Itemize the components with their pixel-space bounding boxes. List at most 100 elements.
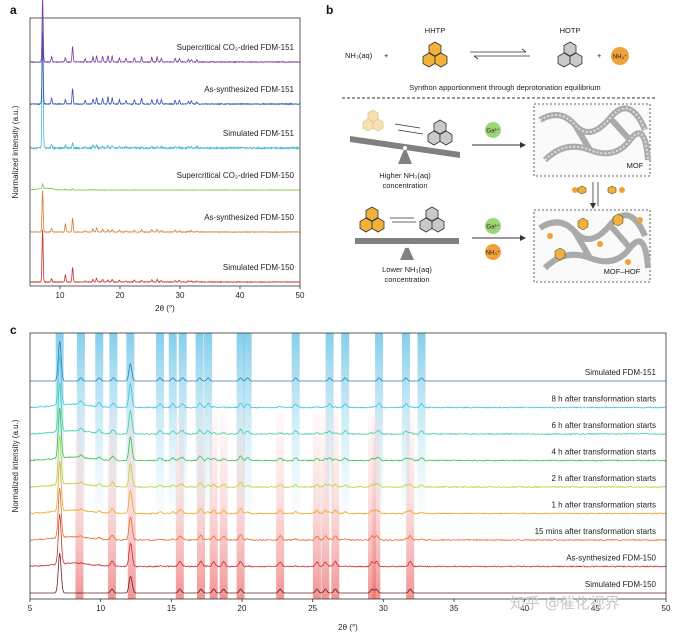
panel-b-scheme: NH₃(aq) + HHTP HOTP + NH₄⁺ Synthon appor… (342, 26, 655, 284)
lower-label-line2: concentration (384, 275, 429, 284)
panel-c-fdm150-peak-band (321, 399, 330, 599)
panel-c-xtick-label: 45 (591, 604, 600, 613)
panel-c-fdm150-peak-band (312, 399, 321, 599)
panel-c-xlabel: 2θ (°) (338, 623, 358, 632)
panel-c-series-4-h-after-transformation-starts (29, 407, 667, 462)
panel-a-series-label-supercritical-co-dried-fdm-151: Supercritical CO₂-dried FDM-151 (177, 43, 295, 52)
panel-c-xtick-label: 25 (308, 604, 317, 613)
panel-b-letter: b (326, 3, 333, 17)
mof-hof-interconversion (572, 182, 625, 209)
hotp-molecule (557, 41, 583, 68)
equilibrium-arrow (470, 48, 530, 60)
panel-c-xtick-label: 20 (238, 604, 247, 613)
panel-a-series-as-synthesized-fdm-150 (29, 190, 301, 234)
panel-a-series-as-synthesized-fdm-151 (29, 32, 301, 106)
hhtp-label: HHTP (425, 26, 445, 35)
panel-c-fdm151-peak-band (95, 333, 104, 533)
panel-c-chart: Simulated FDM-150 As-synthesized FDM-150 1… (11, 332, 671, 632)
panel-c-fdm150-peak-band (406, 399, 415, 599)
panel-a-xtick-label: 10 (56, 291, 65, 300)
panel-c-fdm151-peak-band (417, 333, 426, 533)
panel-c-fdm150-peak-band (107, 399, 116, 599)
panel-c-series-label-6-h-after-transformation-starts: 6 h after transformation starts (552, 421, 657, 430)
panel-c-fdm151-peak-band (243, 333, 252, 533)
nh3-reactant: NH₃(aq) (345, 51, 373, 60)
nh4-label: NH₄⁺ (613, 54, 627, 61)
panel-c-series-15-mins-after-transformation-starts (29, 487, 667, 542)
panel-a-series-simulated-fdm-150 (29, 229, 301, 284)
panel-a-series-supercritical-co-dried-fdm-150 (29, 182, 301, 191)
panel-c-fdm150-peak-band (331, 399, 340, 599)
panel-c-fdm151-peak-band (341, 333, 350, 533)
panel-c-fdm151-peak-band (291, 333, 300, 533)
nh4-label-bottom: NH₄⁺ (486, 250, 500, 257)
panel-c-series-simulated-fdm-150 (30, 552, 666, 594)
panel-c-fdm150-peak-band (236, 399, 245, 599)
panel-a-xtick-label: 20 (116, 291, 125, 300)
panel-c-series-as-synthesized-fdm-150 (29, 513, 667, 568)
plus-1: + (384, 51, 389, 60)
panel-c-frame (29, 332, 667, 600)
seesaw-lower: Lower NH₃(aq) concentration (355, 206, 459, 284)
panel-c-fdm151-peak-band (168, 333, 177, 533)
panel-a-series-label-as-synthesized-fdm-150: As-synthesized FDM-150 (204, 213, 294, 222)
panel-c-fdm150-peak-band (197, 399, 206, 599)
mof-structure: MOF (533, 103, 651, 177)
panel-c-xtick-label: 35 (450, 604, 459, 613)
panel-a-chart: Simulated FDM-150 As-synthesized FDM-150 S… (11, 0, 305, 313)
panel-c-xtick-label: 30 (379, 604, 388, 613)
panel-c-series-label-15-mins-after-transformation-starts: 15 mins after transformation starts (535, 527, 656, 536)
mof-label: MOF (627, 161, 644, 170)
ga-circle-top (485, 122, 501, 138)
panel-c-xtick-label: 5 (28, 604, 33, 613)
panel-c-xtick-label: 10 (96, 604, 105, 613)
panel-c-series-1-h-after-transformation-starts (29, 460, 667, 515)
panel-c-series-8-h-after-transformation-starts (29, 355, 667, 409)
panel-a-xlabel: 2θ (°) (155, 304, 175, 313)
panel-c-fdm151-peak-band (204, 333, 213, 533)
mof-hof-structure: MOF–HOF (533, 209, 651, 283)
panel-c-fdm151-peak-band (401, 333, 410, 533)
panel-c-fdm150-peak-band (175, 399, 184, 599)
panel-a-ylabel: Normalized intensity (a.u.) (11, 105, 20, 198)
panel-a-series-label-as-synthesized-fdm-151: As-synthesized FDM-151 (204, 85, 294, 94)
higher-label-line1: Higher NH₃(aq) (379, 171, 431, 180)
panel-c-xtick-label: 15 (167, 604, 176, 613)
seesaw-board-lower (355, 238, 459, 244)
panel-c-fdm150-peak-band (75, 399, 84, 599)
panel-a-xtick-label: 30 (176, 291, 185, 300)
watermark: 知乎 @催化视界 (510, 594, 620, 612)
panel-a-series-simulated-fdm-151 (29, 18, 301, 151)
ga-label-top: Ga³⁺ (486, 128, 499, 135)
panel-a-series-supercritical-co-dried-fdm-151 (29, 0, 301, 64)
panel-c-series-label-simulated-fdm-150: Simulated FDM-150 (585, 580, 657, 589)
panel-c-fdm151-peak-band (325, 333, 334, 533)
panel-a-xtick-label: 50 (296, 291, 305, 300)
panel-c-series-2-h-after-transformation-starts (29, 435, 667, 489)
panel-c-series-simulated-fdm-151 (30, 340, 666, 382)
panel-a-series-label-simulated-fdm-150: Simulated FDM-150 (223, 263, 295, 272)
panel-c-fdm150-peak-band (219, 399, 228, 599)
panel-c-fdm151-peak-band (55, 333, 64, 533)
panel-a-letter: a (10, 3, 17, 17)
panel-c-series-label-8-h-after-transformation-starts: 8 h after transformation starts (552, 395, 657, 404)
plus-2: + (597, 51, 602, 60)
panel-c-fdm150-peak-band (276, 399, 285, 599)
lower-label-line1: Lower NH₃(aq) (382, 265, 432, 274)
nh4-circle-bottom (485, 244, 501, 260)
hotp-label: HOTP (560, 26, 581, 35)
scheme-caption: Synthon apportionment through deprotonat… (409, 83, 600, 92)
panel-c-ylabel: Normalized intensity (a.u.) (11, 419, 20, 512)
panel-c-xtick-label: 50 (662, 604, 671, 613)
panel-a-frame (29, 17, 301, 287)
panel-a-xtick-label: 40 (236, 291, 245, 300)
higher-label-line2: concentration (382, 181, 427, 190)
seesaw-higher: Higher NH₃(aq) concentration (350, 109, 460, 190)
panel-a-series-label-supercritical-co-dried-fdm-150: Supercritical CO₂-dried FDM-150 (177, 171, 295, 180)
panel-c-letter: c (10, 323, 17, 337)
panel-c-series-6-h-after-transformation-starts (29, 382, 667, 436)
panel-c-series-label-as-synthesized-fdm-150: As-synthesized FDM-150 (566, 554, 656, 563)
panel-c-series-label-4-h-after-transformation-starts: 4 h after transformation starts (552, 448, 657, 457)
panel-c-series-label-2-h-after-transformation-starts: 2 h after transformation starts (552, 474, 657, 483)
